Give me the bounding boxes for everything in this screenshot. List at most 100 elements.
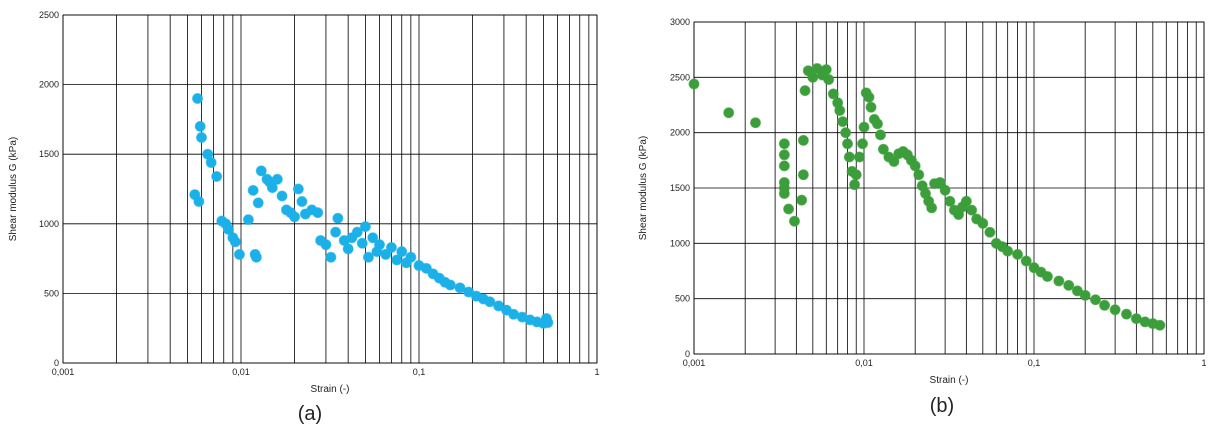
point xyxy=(796,194,808,206)
y-tick-label: 2000 xyxy=(39,80,59,90)
y-tick-label: 2500 xyxy=(39,10,59,20)
point xyxy=(966,204,978,216)
point xyxy=(960,195,972,207)
point xyxy=(233,248,245,260)
point xyxy=(723,107,735,119)
point xyxy=(788,215,800,227)
x-axis-label: Strain (-) xyxy=(930,375,969,386)
point xyxy=(292,183,304,195)
point xyxy=(778,188,790,200)
point xyxy=(325,251,337,263)
y-tick-label: 0 xyxy=(685,349,690,359)
point xyxy=(229,236,241,248)
x-tick-label: 0,1 xyxy=(1028,358,1041,368)
point xyxy=(342,243,354,255)
point xyxy=(842,138,854,150)
point xyxy=(858,121,870,133)
point xyxy=(944,195,956,207)
point xyxy=(1020,255,1032,267)
point xyxy=(542,317,554,329)
point xyxy=(934,176,946,188)
point xyxy=(374,239,386,251)
point xyxy=(271,173,283,185)
y-tick-label: 2000 xyxy=(670,128,690,138)
point xyxy=(1012,248,1024,260)
point xyxy=(332,212,344,224)
point xyxy=(688,78,700,90)
point xyxy=(865,101,877,113)
point xyxy=(797,134,809,146)
point xyxy=(356,237,368,249)
y-tick-label: 500 xyxy=(675,294,690,304)
point xyxy=(913,169,925,181)
point xyxy=(250,251,262,263)
point xyxy=(799,85,811,97)
point xyxy=(977,217,989,229)
point xyxy=(242,214,254,226)
point xyxy=(351,226,363,238)
point xyxy=(330,226,342,238)
point xyxy=(1079,289,1091,301)
point xyxy=(926,202,938,214)
point xyxy=(843,151,855,163)
point xyxy=(1041,271,1053,283)
y-tick-label: 2500 xyxy=(670,72,690,82)
y-tick-label: 1000 xyxy=(670,238,690,248)
point xyxy=(1063,279,1075,291)
x-tick-label: 0,01 xyxy=(232,367,250,377)
point xyxy=(1109,304,1121,316)
point xyxy=(1089,294,1101,306)
y-tick-label: 3000 xyxy=(670,17,690,27)
point xyxy=(849,179,861,191)
point xyxy=(984,226,996,238)
point xyxy=(405,251,417,263)
x-tick-label: 0,001 xyxy=(52,367,75,377)
point xyxy=(312,207,324,219)
point xyxy=(778,138,790,150)
point xyxy=(362,251,374,263)
point xyxy=(192,93,204,105)
point xyxy=(396,246,408,258)
point xyxy=(783,203,795,215)
point xyxy=(874,129,886,141)
point xyxy=(484,296,496,308)
y-tick-label: 1500 xyxy=(670,183,690,193)
y-tick-label: 1500 xyxy=(39,149,59,159)
point xyxy=(778,160,790,172)
point xyxy=(850,169,862,181)
point xyxy=(871,118,883,130)
point xyxy=(1099,299,1111,311)
point xyxy=(863,91,875,103)
point xyxy=(840,127,852,139)
y-axis-label: Shear modulus G (kPa) xyxy=(638,136,649,241)
y-tick-label: 1000 xyxy=(39,219,59,229)
point xyxy=(820,64,832,76)
point xyxy=(837,116,849,128)
point xyxy=(749,117,761,129)
point xyxy=(877,143,889,155)
point xyxy=(255,165,267,177)
point xyxy=(1120,308,1132,320)
point xyxy=(834,105,846,117)
y-axis-label: Shear modulus G (kPa) xyxy=(8,137,19,242)
x-tick-label: 1 xyxy=(594,367,599,377)
x-tick-label: 0,01 xyxy=(855,358,873,368)
point xyxy=(266,182,278,194)
caption: (b) xyxy=(930,395,954,417)
point xyxy=(296,196,308,208)
point xyxy=(222,223,234,235)
point xyxy=(247,184,259,196)
point xyxy=(454,282,466,294)
point xyxy=(853,151,865,163)
point xyxy=(939,184,951,196)
x-tick-label: 0,1 xyxy=(413,367,426,377)
point xyxy=(1002,245,1014,257)
point xyxy=(359,221,371,233)
x-tick-label: 0,001 xyxy=(683,358,706,368)
point xyxy=(778,149,790,161)
y-tick-label: 500 xyxy=(44,288,59,298)
point xyxy=(797,169,809,181)
point xyxy=(320,239,332,251)
point xyxy=(289,211,301,223)
